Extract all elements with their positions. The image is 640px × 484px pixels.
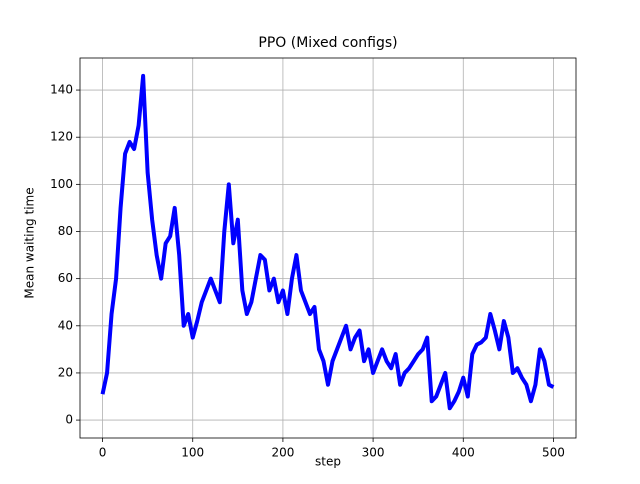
line xyxy=(100,73,555,411)
y-tick-label: 60 xyxy=(58,271,73,285)
plot-frame xyxy=(79,57,577,439)
x-axis-label: step xyxy=(315,455,341,469)
x-tick-label: 100 xyxy=(181,446,204,460)
y-tick-label: 140 xyxy=(50,83,73,97)
y-tick-label: 20 xyxy=(58,365,73,379)
x-tick-label: 500 xyxy=(542,446,565,460)
y-axis-label: Mean waiting time xyxy=(23,187,37,298)
y-tick-label: 120 xyxy=(50,130,73,144)
y-tick-label: 40 xyxy=(58,318,73,332)
y-tick-label: 0 xyxy=(65,413,73,427)
x-tick-label: 300 xyxy=(362,446,385,460)
y-tick-label: 80 xyxy=(58,224,73,238)
x-tick-label: 200 xyxy=(271,446,294,460)
x-tick-label: 0 xyxy=(99,446,107,460)
chart-title: PPO (Mixed configs) xyxy=(258,35,397,51)
y-tick-label: 100 xyxy=(50,177,73,191)
x-tick-label: 400 xyxy=(452,446,475,460)
